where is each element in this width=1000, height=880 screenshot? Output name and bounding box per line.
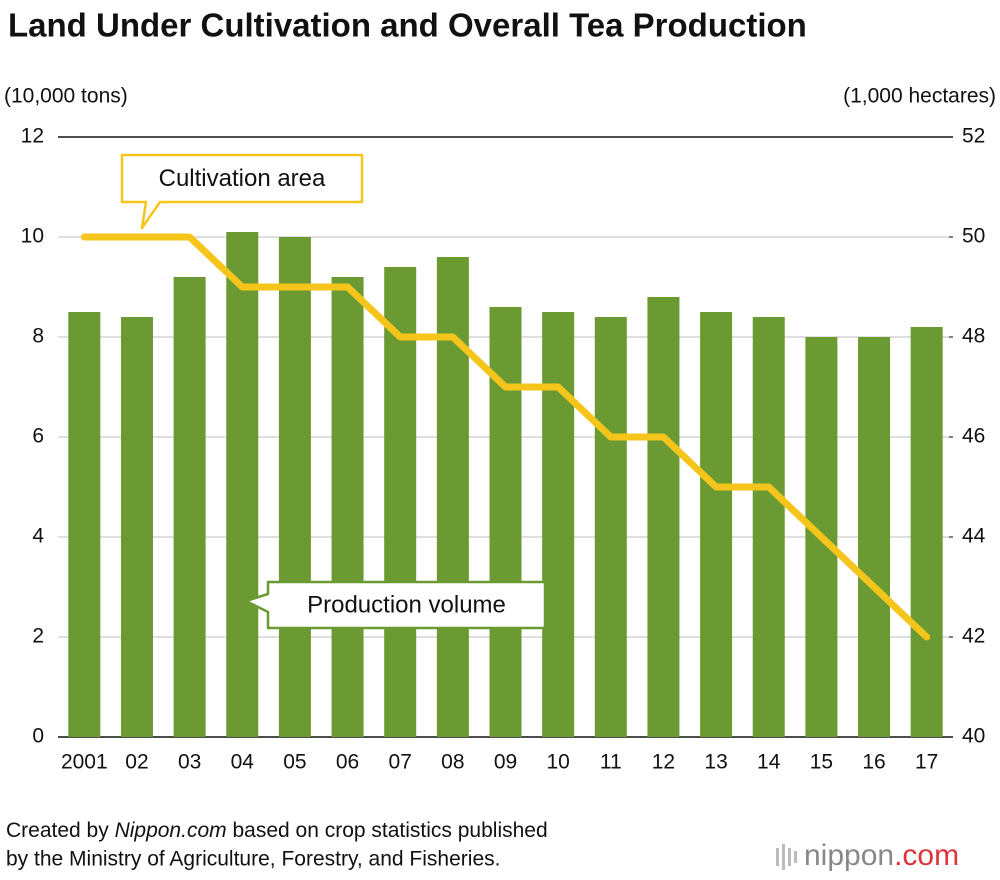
y-tick-label: 8 [32,325,44,348]
bar [120,317,153,737]
bar [331,277,364,737]
logo-mark [776,848,779,866]
bar [278,237,311,737]
x-tick-label: 15 [810,751,833,774]
legend-label: Production volume [307,591,506,618]
bar [700,312,733,737]
x-tick-label: 16 [862,751,885,774]
bar [384,267,417,737]
source-text: by the Ministry of Agriculture, Forestry… [6,848,500,871]
y2-tick-label: 50 [962,225,985,248]
source: Created by Nippon.com based on crop stat… [6,819,548,842]
y-tick-label: 4 [32,525,44,548]
y-axis-label: (10,000 tons) [4,85,128,108]
x-tick-label: 02 [125,751,148,774]
bar [68,312,101,737]
bar [858,337,891,737]
chart-title: Land Under Cultivation and Overall Tea P… [8,7,807,44]
legend-label: Cultivation area [159,165,326,192]
x-tick-label: 06 [336,751,359,774]
y2-tick-label: 44 [962,525,986,548]
line [80,233,931,641]
source-text: Created by [6,819,115,842]
source-text: based on crop statistics published [227,819,548,842]
bar [226,232,259,737]
x-tick-label: 09 [494,751,517,774]
x-tick-label: 14 [757,751,781,774]
x-tick-label: 11 [600,751,622,774]
y2-tick-label: 40 [962,725,985,748]
y-tick-label: 6 [32,425,44,448]
logo: nippon.com [776,839,959,872]
y2-tick-label: 48 [962,325,985,348]
x-tick-label: 07 [389,751,412,774]
x-tick-label: 05 [283,751,306,774]
logo-mark [788,848,791,866]
logo-mark [794,851,797,863]
y-tick-label: 2 [32,625,44,648]
y-tick-label: 12 [21,125,44,148]
y-tick-label: 0 [32,725,44,748]
logo-text: .com [894,839,959,872]
legend-callout: Production volume [244,580,547,630]
bar [594,317,627,737]
callout-box [244,580,547,630]
y2-tick-label: 46 [962,425,985,448]
bar [542,312,575,737]
bar [910,327,943,737]
legend-callout: Cultivation area [120,153,364,230]
x-tick-label: 04 [231,751,255,774]
y-tick-label: 10 [21,225,44,248]
bar [489,307,522,737]
bar [173,277,206,737]
x-tick-label: 10 [546,751,569,774]
y2-tick-label: 52 [962,125,985,148]
logo-text: nippon [804,839,894,872]
logo-text: nippon.com [804,839,959,872]
y2-axis-label: (1,000 hectares) [843,85,996,108]
x-tick-label: 03 [178,751,201,774]
bar [436,257,469,737]
source-text: Nippon.com [115,819,227,842]
x-tick-label: 12 [652,751,675,774]
bar [752,317,785,737]
x-tick-label: 08 [441,751,464,774]
logo-mark [782,844,785,870]
x-tick-label: 17 [915,751,938,774]
x-tick-label: 13 [704,751,727,774]
x-tick-label: 2001 [61,751,108,774]
bar [647,297,680,737]
callout-box [120,153,364,230]
y2-tick-label: 42 [962,625,985,648]
